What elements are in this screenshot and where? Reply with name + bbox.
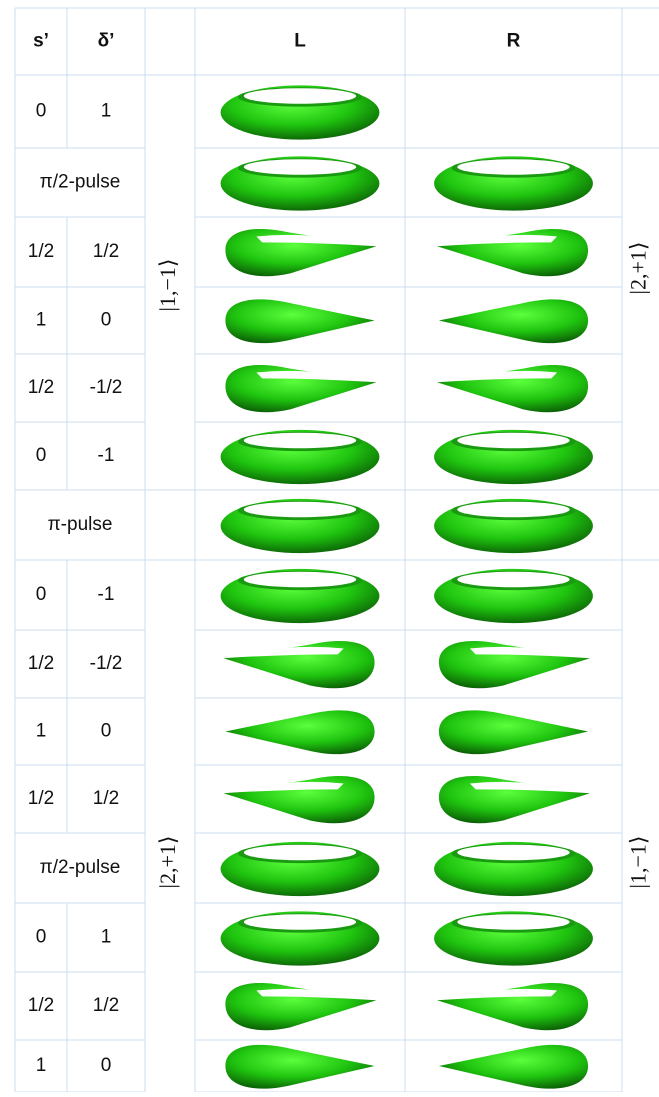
ring: [220, 841, 380, 897]
shape-ring: [220, 841, 380, 897]
s-value: 1/2: [28, 788, 54, 809]
shape-twist: [223, 775, 375, 824]
shape-twist: [438, 775, 591, 824]
shape-ring: [434, 156, 593, 211]
shape-ring: [220, 85, 380, 140]
shape-tear: [438, 299, 589, 344]
shape-tear: [225, 1044, 375, 1089]
s-value: 1/2: [28, 241, 54, 262]
s-value: 1: [36, 721, 47, 742]
delta-value: 0: [101, 1055, 112, 1076]
ring: [434, 156, 593, 211]
s-value: 0: [36, 101, 47, 122]
tear: [225, 710, 375, 755]
ring: [434, 568, 593, 624]
ring: [434, 911, 593, 966]
shape-ring: [220, 429, 380, 485]
state-label: |2,+1⟩: [155, 836, 180, 889]
shape-twist: [436, 982, 589, 1031]
pulse-label: π/2-pulse: [40, 857, 121, 878]
shape-ring: [434, 429, 593, 485]
shape-ring: [220, 568, 380, 624]
tear: [438, 299, 589, 344]
header-r: R: [507, 31, 521, 52]
s-value: 1: [36, 1055, 47, 1076]
shape-tear: [438, 1044, 589, 1089]
twist: [436, 364, 589, 413]
shape-ring: [434, 841, 593, 897]
shape-twist: [438, 640, 591, 689]
ring: [220, 568, 380, 624]
ring: [434, 429, 593, 485]
shape-twist: [223, 640, 375, 689]
twist: [223, 640, 375, 689]
twist: [438, 640, 591, 689]
delta-value: -1/2: [90, 653, 123, 674]
delta-value: 0: [101, 721, 112, 742]
delta-value: 1: [101, 101, 112, 122]
tear: [438, 1044, 589, 1089]
twist: [225, 228, 377, 277]
shape-ring: [220, 498, 380, 554]
tear: [225, 1044, 375, 1089]
delta-value: -1: [98, 584, 115, 605]
shape-twist: [436, 364, 589, 413]
delta-value: 1/2: [93, 788, 119, 809]
tear: [438, 710, 589, 755]
ring: [220, 156, 380, 211]
shape-tear: [438, 710, 589, 755]
twist: [436, 982, 589, 1031]
twist: [438, 775, 591, 824]
shape-ring: [434, 568, 593, 624]
shape-twist: [225, 228, 377, 277]
twist: [225, 364, 377, 413]
s-value: 0: [36, 584, 47, 605]
s-value: 1/2: [28, 653, 54, 674]
shape-tear: [225, 299, 375, 344]
shape-ring: [434, 498, 593, 554]
shape-twist: [225, 364, 377, 413]
header-delta: δ’: [98, 31, 115, 52]
s-value: 1/2: [28, 377, 54, 398]
ring: [220, 429, 380, 485]
state-label: |1,−1⟩: [155, 259, 180, 312]
twist: [223, 775, 375, 824]
s-value: 1/2: [28, 995, 54, 1016]
delta-value: -1/2: [90, 377, 123, 398]
shape-tear: [225, 710, 375, 755]
pulse-label: π/2-pulse: [40, 172, 121, 193]
header-s: s’: [33, 31, 49, 52]
s-value: 1: [36, 310, 47, 331]
delta-value: 1: [101, 927, 112, 948]
twist: [436, 228, 589, 277]
shape-twist: [225, 982, 377, 1031]
tear: [225, 299, 375, 344]
header-l: L: [294, 31, 306, 52]
delta-value: 1/2: [93, 241, 119, 262]
shape-ring: [220, 911, 380, 966]
ring: [220, 85, 380, 140]
delta-value: -1: [98, 445, 115, 466]
s-value: 0: [36, 445, 47, 466]
shape-ring: [220, 156, 380, 211]
s-value: 0: [36, 927, 47, 948]
state-label: |2,+1⟩: [626, 242, 651, 295]
shape-twist: [436, 228, 589, 277]
delta-value: 1/2: [93, 995, 119, 1016]
delta-value: 0: [101, 310, 112, 331]
ring: [434, 841, 593, 897]
shape-ring: [434, 911, 593, 966]
state-label: |1,−1⟩: [626, 836, 651, 889]
ring: [220, 911, 380, 966]
ring: [434, 498, 593, 554]
pulse-label: π-pulse: [48, 514, 113, 535]
ring: [220, 498, 380, 554]
twist: [225, 982, 377, 1031]
